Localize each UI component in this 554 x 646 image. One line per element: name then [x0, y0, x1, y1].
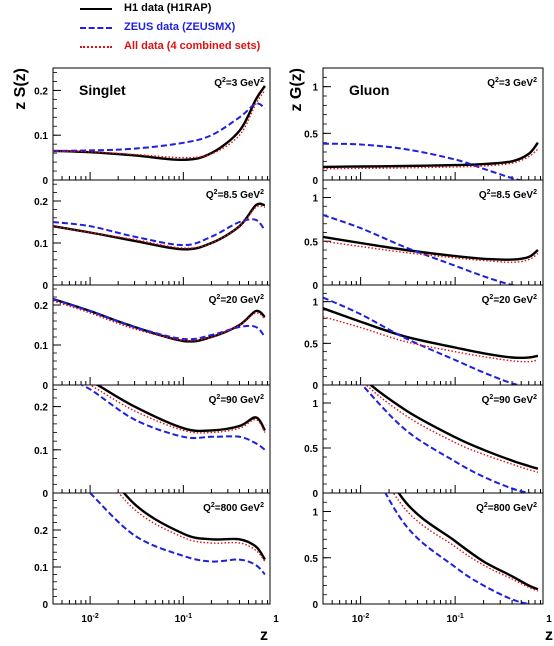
legend-swatch — [80, 27, 112, 29]
series-line-h1 — [368, 385, 539, 470]
panel-title: Singlet — [79, 82, 126, 98]
panel-curves — [323, 296, 539, 385]
y-tick-label: 1 — [312, 83, 318, 94]
series-line-h1 — [323, 307, 539, 360]
y-tick-label: 1 — [312, 298, 318, 309]
y-tick-label: 0.5 — [304, 129, 318, 140]
series-line-h1 — [397, 493, 539, 591]
panel-curves — [323, 214, 539, 285]
y-tick-label: 0 — [312, 381, 318, 392]
series-line-h1 — [95, 385, 266, 433]
y-tick-label: 0.1 — [34, 446, 48, 457]
panel-title: Gluon — [349, 82, 389, 98]
panel-label: Q2=8.5 GeV2 — [479, 189, 537, 201]
y-tick-label: 1 — [312, 508, 318, 519]
series-line-zeus — [53, 298, 266, 341]
series-line-all — [117, 493, 266, 562]
legend-swatch — [80, 46, 112, 48]
series-line-all — [88, 385, 266, 434]
y-tick-label: 0.1 — [34, 341, 48, 352]
series-line-all — [323, 316, 539, 363]
y-axis-title: z G(z) — [288, 68, 305, 112]
panel-label: Q2=90 GeV2 — [209, 394, 264, 406]
y-tick-label: 0.2 — [34, 403, 48, 414]
panel-label: Q2=800 GeV2 — [476, 502, 537, 514]
y-tick-label: 1 — [312, 194, 318, 205]
legend-label: H1 data (H1RAP) — [124, 2, 212, 14]
series-line-zeus — [360, 385, 534, 493]
panel-curves — [79, 385, 266, 451]
series-line-zeus — [53, 218, 266, 247]
y-tick-label: 0 — [42, 281, 48, 292]
panel-curves — [53, 297, 266, 343]
panel-label: Q2=90 GeV2 — [482, 394, 537, 406]
series-line-all — [365, 385, 539, 473]
y-tick-label: 0 — [312, 176, 318, 187]
y-tick-label: 0.2 — [34, 301, 48, 312]
y-tick-label: 0.5 — [304, 237, 318, 248]
y-tick-label: 0 — [42, 489, 48, 500]
panel-curves — [360, 385, 539, 493]
panel-label: Q2=20 GeV2 — [209, 294, 264, 306]
panel-curves — [53, 202, 266, 251]
y-tick-label: 0.5 — [304, 444, 318, 455]
y-tick-label: 0 — [42, 176, 48, 187]
panel-frame — [52, 492, 271, 605]
x-tick-label: 10-1 — [446, 613, 463, 625]
series-line-zeus — [53, 102, 266, 152]
y-tick-label: 0 — [42, 600, 48, 611]
panel-label: Q2=3 GeV2 — [214, 77, 264, 89]
y-tick-label: 1 — [312, 399, 318, 410]
legend-label: ZEUS data (ZEUSMX) — [124, 21, 236, 33]
legend-swatch — [80, 8, 112, 10]
x-tick-label: 10-2 — [81, 613, 98, 625]
y-tick-label: 0 — [42, 381, 48, 392]
series-line-h1 — [122, 493, 266, 561]
series-line-all — [53, 205, 266, 249]
x-tick-label: 10-1 — [175, 613, 192, 625]
panel-curves — [384, 493, 539, 604]
y-tick-label: 0.2 — [34, 526, 48, 537]
series-line-zeus — [323, 214, 518, 285]
x-axis-title: z — [260, 627, 268, 644]
series-line-zeus — [384, 493, 534, 604]
y-tick-label: 0 — [312, 489, 318, 500]
series-line-h1 — [323, 235, 539, 261]
x-tick-label: 1 — [546, 614, 552, 625]
panel-curves — [89, 493, 266, 576]
series-line-h1 — [53, 85, 266, 162]
series-line-zeus — [323, 296, 524, 385]
panel-label: Q2=8.5 GeV2 — [206, 189, 264, 201]
series-line-zeus — [79, 385, 266, 451]
panel-curves — [53, 85, 266, 162]
y-tick-label: 0.2 — [34, 197, 48, 208]
legend-label: All data (4 combined sets) — [124, 40, 261, 52]
y-tick-label: 0.1 — [34, 239, 48, 250]
series-line-all — [53, 300, 266, 342]
y-tick-label: 0 — [312, 600, 318, 611]
x-tick-label: 1 — [273, 614, 279, 625]
y-tick-label: 0.2 — [34, 86, 48, 97]
panel-curves — [323, 141, 539, 180]
series-line-all — [323, 148, 539, 170]
y-tick-label: 0.1 — [34, 131, 48, 142]
x-axis-title: z — [545, 627, 553, 644]
y-tick-label: 0.5 — [304, 339, 318, 350]
panel-label: Q2=800 GeV2 — [203, 502, 264, 514]
y-tick-label: 0.5 — [304, 554, 318, 565]
y-axis-title: z S(z) — [12, 68, 29, 110]
panel-label: Q2=20 GeV2 — [482, 294, 537, 306]
panel-label: Q2=3 GeV2 — [487, 77, 537, 89]
x-tick-label: 10-2 — [352, 613, 369, 625]
series-line-zeus — [323, 142, 524, 180]
series-line-all — [53, 89, 266, 159]
y-tick-label: 0 — [312, 281, 318, 292]
y-tick-label: 0.1 — [34, 563, 48, 574]
